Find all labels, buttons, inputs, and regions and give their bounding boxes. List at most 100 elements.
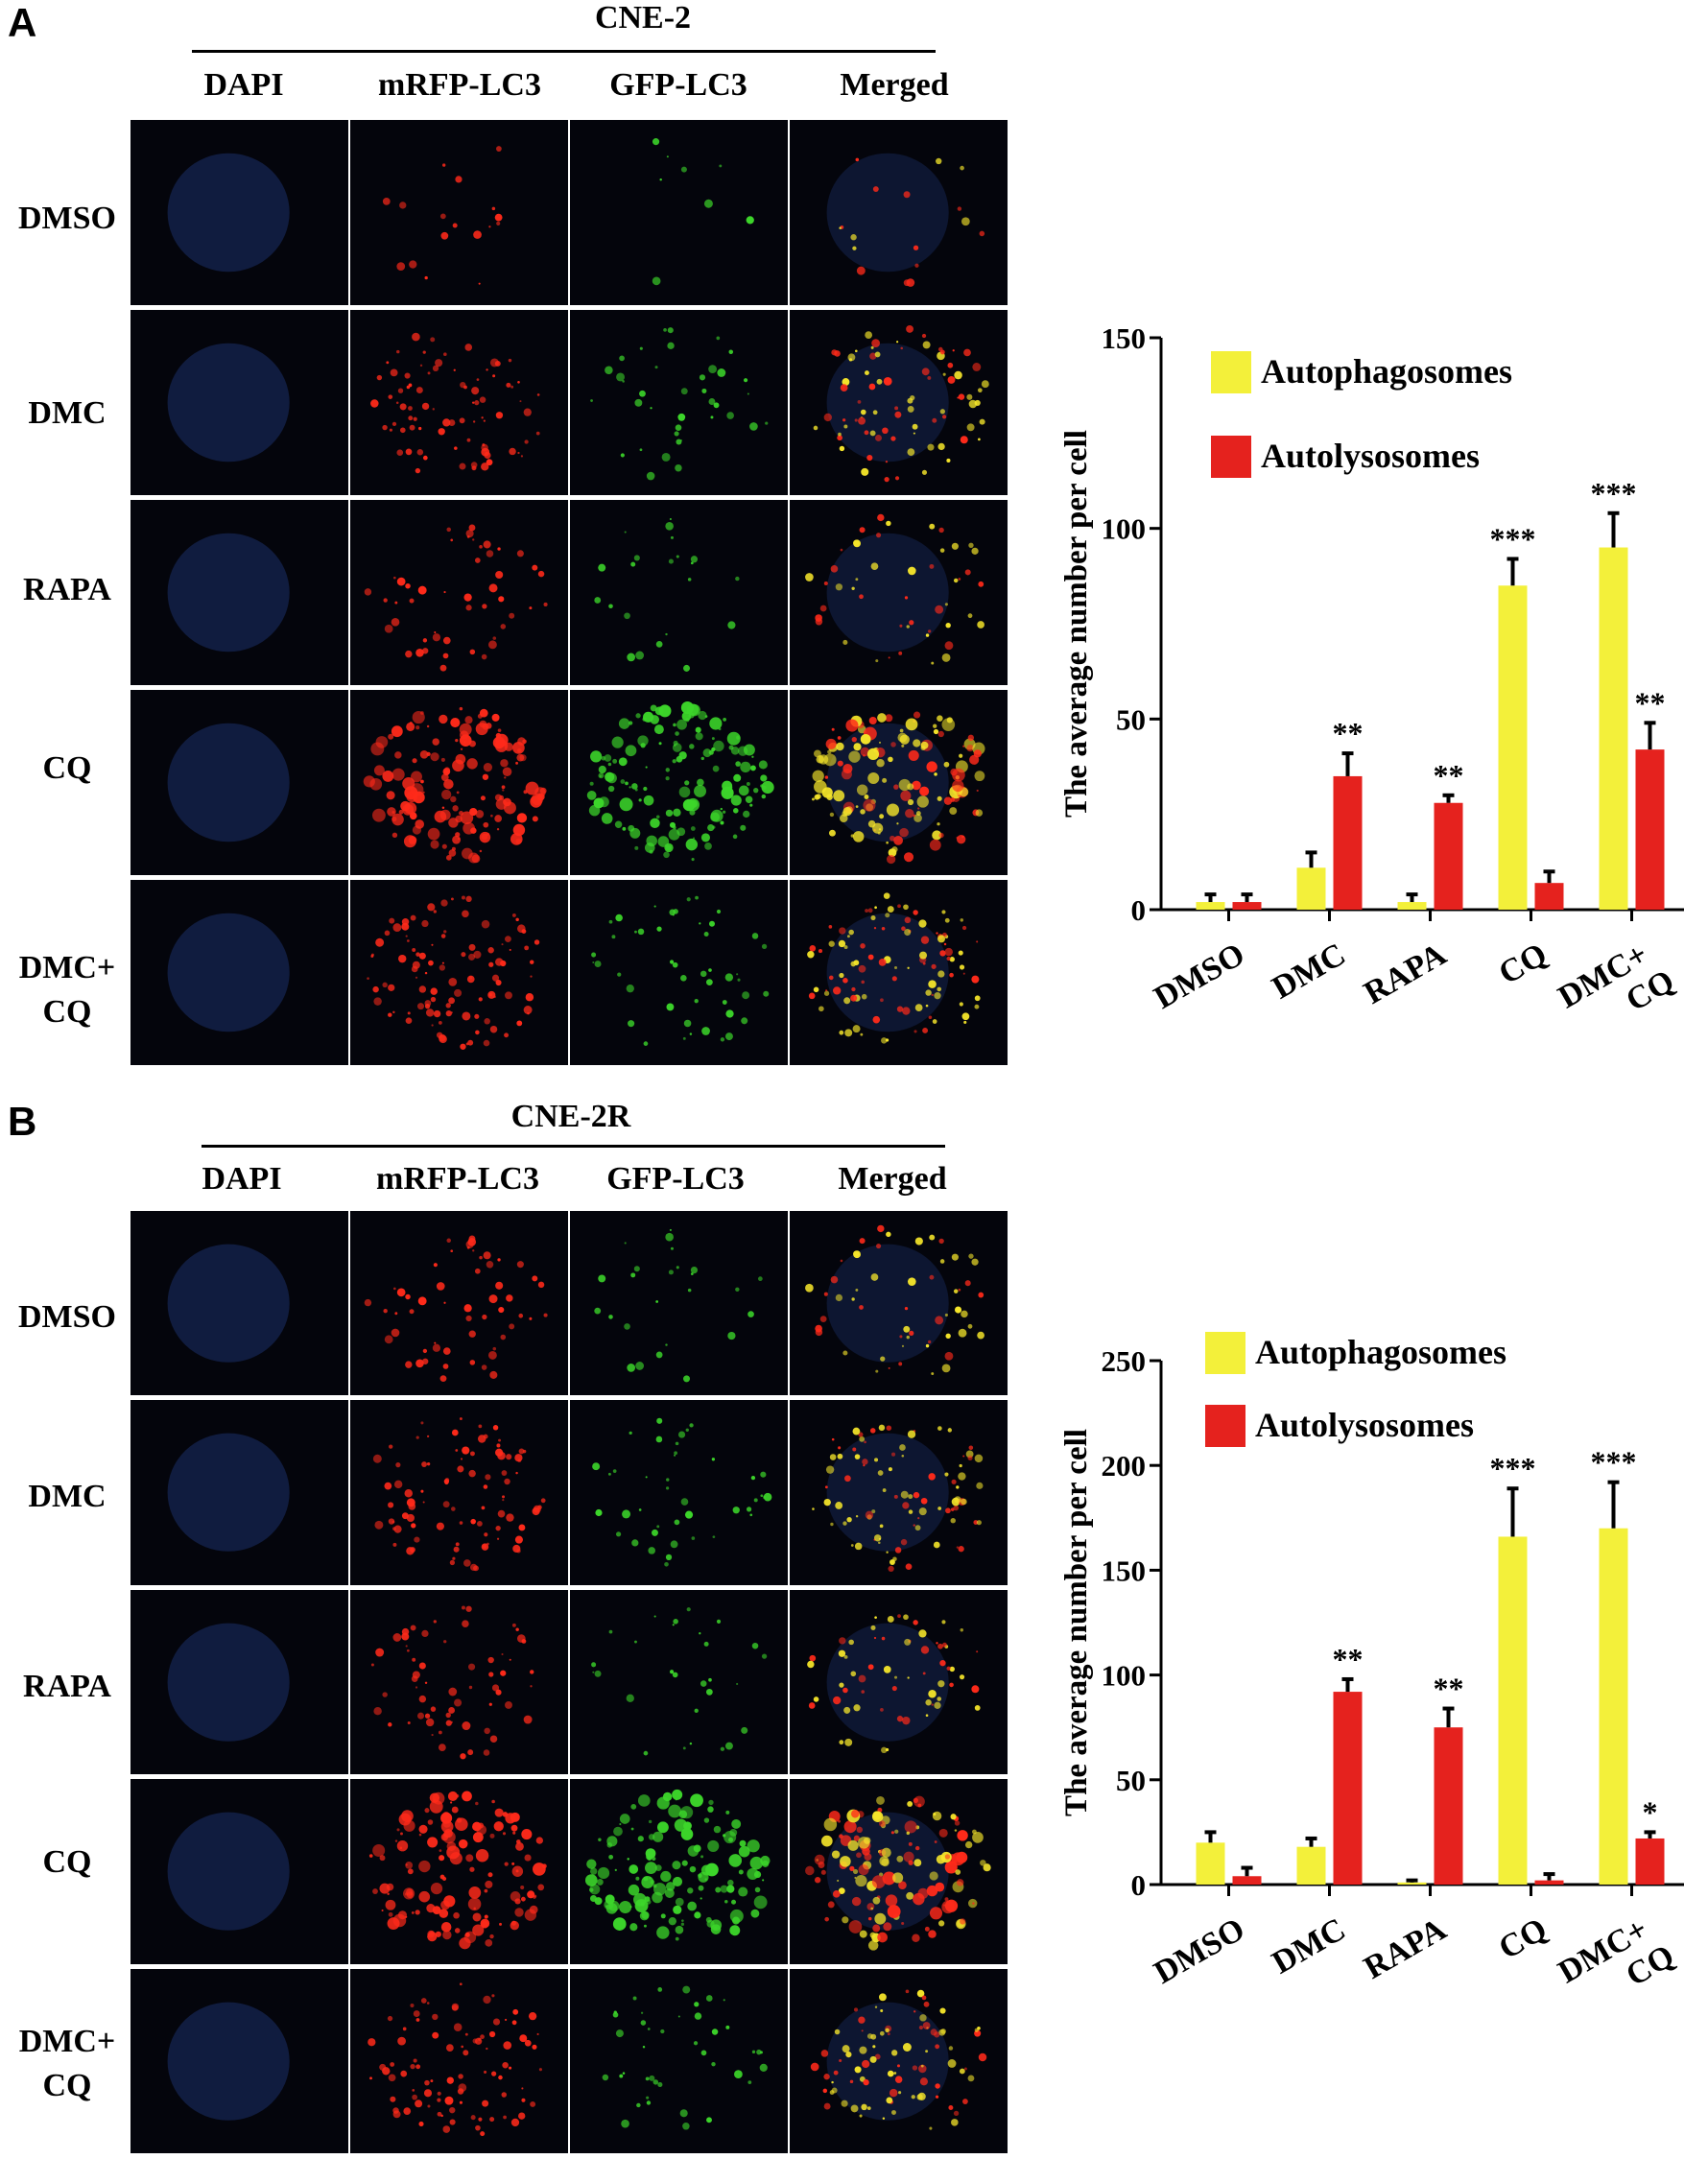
bar-autophagosomes — [1397, 1882, 1427, 1885]
significance-label: *** — [1490, 1451, 1536, 1485]
micrograph-mrfp-row-1 — [350, 120, 568, 305]
channel-label-gfp: GFP-LC3 — [606, 1161, 745, 1197]
micrograph-merged-row-3 — [790, 1589, 1008, 1775]
bar-autophagosomes — [1498, 1536, 1528, 1885]
micrograph-gfp-row-4 — [570, 690, 788, 875]
micrograph-merged-row-2 — [790, 1400, 1008, 1585]
micrograph-grid-a — [130, 120, 1008, 1065]
micrograph-gfp-row-2 — [570, 310, 788, 495]
legend-swatch — [1205, 1405, 1245, 1447]
micrograph-grid-b — [130, 1211, 1008, 2153]
bar-autophagosomes — [1196, 1842, 1225, 1885]
micrograph-dapi-row-5 — [130, 880, 348, 1065]
legend-label: Autolysosomes — [1255, 1406, 1474, 1444]
legend-label: Autolysosomes — [1261, 437, 1480, 475]
x-tick-label: RAPA — [1358, 1911, 1452, 1986]
bar-autophagosomes — [1498, 585, 1528, 910]
bar-autolysosomes — [1232, 902, 1262, 910]
micrograph-mrfp-row-2 — [350, 1400, 568, 1585]
micrograph-dapi-row-1 — [130, 1211, 348, 1396]
bar-autolysosomes — [1635, 1838, 1665, 1885]
bar-autophagosomes — [1599, 1528, 1628, 1885]
channel-label-dapi: DAPI — [203, 67, 284, 103]
micrograph-dapi-row-3 — [130, 500, 348, 685]
micrograph-mrfp-row-3 — [350, 1589, 568, 1775]
row-label-dmc: DMC — [28, 1479, 107, 1514]
significance-label: *** — [1591, 476, 1637, 510]
micrograph-merged-row-2 — [790, 310, 1008, 495]
channel-label-mrfp: mRFP-LC3 — [376, 1161, 539, 1197]
bar-autolysosomes — [1534, 1880, 1564, 1885]
bar-autolysosomes — [1333, 1692, 1363, 1885]
bar-autophagosomes — [1397, 902, 1427, 910]
y-tick-label: 100 — [1102, 1659, 1147, 1693]
title-rule — [202, 1145, 945, 1148]
x-tick-label: DMSO — [1149, 1911, 1251, 1991]
micrograph-merged-row-4 — [790, 690, 1008, 875]
bar-autophagosomes — [1296, 867, 1326, 910]
row-label-dmc: DMC — [28, 395, 107, 431]
micrograph-gfp-row-5 — [570, 1968, 788, 2153]
y-tick-label: 250 — [1102, 1344, 1147, 1378]
micrograph-mrfp-row-4 — [350, 690, 568, 875]
y-tick-label: 150 — [1102, 321, 1147, 355]
bar-autophagosomes — [1196, 902, 1225, 910]
x-tick-label: RAPA — [1358, 937, 1452, 1011]
legend-swatch — [1205, 1332, 1245, 1374]
micrograph-gfp-row-2 — [570, 1400, 788, 1585]
micrograph-merged-row-5 — [790, 880, 1008, 1065]
significance-label: ** — [1434, 758, 1464, 793]
y-tick-label: 50 — [1116, 702, 1146, 736]
channel-label-merged: Merged — [840, 67, 949, 103]
y-axis-label: The average number per cell — [1059, 430, 1094, 818]
cell-line-title: CNE-2R — [510, 1099, 631, 1134]
significance-label: ** — [1333, 716, 1364, 750]
y-tick-label: 200 — [1102, 1449, 1147, 1483]
x-tick-label: DMC — [1267, 1911, 1352, 1981]
channel-label-merged: Merged — [838, 1161, 947, 1197]
legend-swatch — [1211, 351, 1251, 393]
micrograph-dapi-row-2 — [130, 310, 348, 495]
micrograph-merged-row-4 — [790, 1779, 1008, 1964]
channel-label-dapi: DAPI — [202, 1161, 282, 1197]
legend-label: Autophagosomes — [1261, 352, 1512, 391]
significance-label: *** — [1490, 521, 1536, 556]
micrograph-gfp-row-1 — [570, 1211, 788, 1396]
x-tick-label: DMC — [1267, 937, 1352, 1007]
bar-autolysosomes — [1232, 1876, 1262, 1885]
chart-svg: 0 50 100 150 The average number per cell DMSO… — [1059, 321, 1684, 1047]
micrograph-gfp-row-1 — [570, 120, 788, 305]
significance-label: ** — [1434, 1672, 1464, 1706]
title-rule — [192, 50, 936, 53]
panel-label-b: B — [8, 1099, 37, 1144]
chart-svg: 0 50 100 150 200 250 The average number per ce… — [1059, 1332, 1684, 1993]
micrograph-dapi-row-3 — [130, 1589, 348, 1775]
cell-line-title: CNE-2 — [594, 0, 692, 36]
micrograph-dapi-row-4 — [130, 1779, 348, 1964]
row-label-rapa: RAPA — [23, 1669, 111, 1704]
significance-label: ** — [1333, 1642, 1364, 1676]
micrograph-merged-row-3 — [790, 500, 1008, 685]
micrograph-mrfp-row-4 — [350, 1779, 568, 1964]
row-label-dmso: DMSO — [18, 1299, 116, 1335]
micrograph-mrfp-row-3 — [350, 500, 568, 685]
row-label-rapa: RAPA — [23, 572, 111, 607]
x-tick-label: DMSO — [1149, 937, 1251, 1016]
significance-label: *** — [1591, 1445, 1637, 1480]
micrograph-dapi-row-2 — [130, 1400, 348, 1585]
row-label-dmc-cq: DMC+ CQ — [18, 2024, 116, 2103]
bar-autolysosomes — [1534, 883, 1564, 910]
y-tick-label: 0 — [1131, 893, 1147, 927]
x-tick-label: DMC+CQ — [1553, 932, 1680, 1047]
channel-label-mrfp: mRFP-LC3 — [378, 67, 541, 103]
y-tick-label: 150 — [1102, 1554, 1147, 1587]
bar-chart-a: 0 50 100 150 The average number per cell DMSO… — [1056, 307, 1708, 1065]
micrograph-merged-row-1 — [790, 1211, 1008, 1396]
bar-autophagosomes — [1599, 547, 1628, 910]
micrograph-merged-row-1 — [790, 120, 1008, 305]
bar-autolysosomes — [1434, 802, 1463, 910]
micrograph-gfp-row-4 — [570, 1779, 788, 1964]
micrograph-mrfp-row-1 — [350, 1211, 568, 1396]
y-tick-label: 50 — [1116, 1764, 1146, 1797]
channel-label-gfp: GFP-LC3 — [609, 67, 747, 103]
